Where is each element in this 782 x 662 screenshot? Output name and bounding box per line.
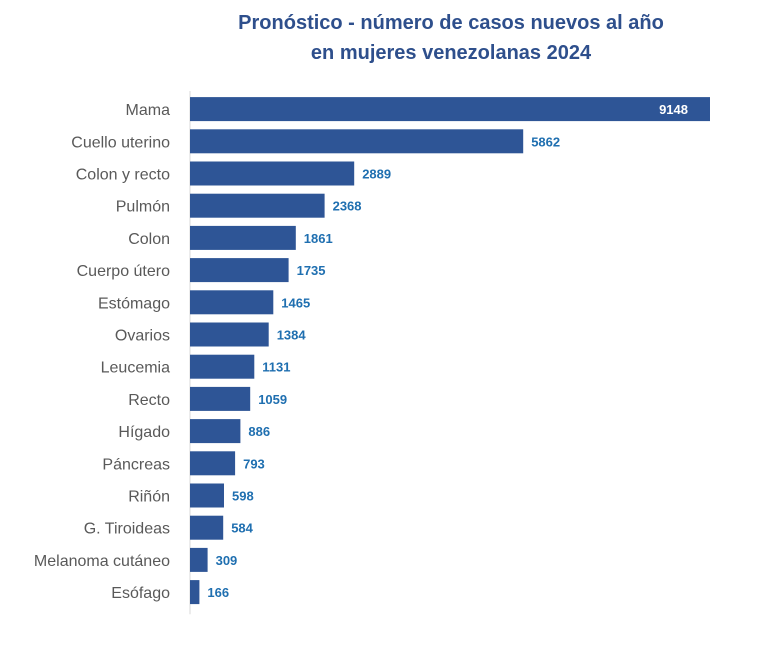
bar-cuerpo-utero <box>190 258 289 283</box>
value-label-rinon: 598 <box>232 489 254 504</box>
chart-title-line-1: Pronóstico - número de casos nuevos al a… <box>238 12 664 34</box>
value-label-colon-y-recto: 2889 <box>362 167 391 182</box>
value-label-pulmon: 2368 <box>333 199 362 214</box>
bar-leucemia <box>190 354 255 379</box>
bar-pulmon <box>190 193 325 218</box>
category-label-melanoma-cutaneo: Melanoma cutáneo <box>34 553 170 570</box>
bar-colon <box>190 225 296 250</box>
category-label-pancreas: Páncreas <box>102 456 170 473</box>
bar-melanoma-cutaneo <box>190 547 208 572</box>
value-label-ovarios: 1384 <box>277 328 307 343</box>
bar-rinon <box>190 483 224 508</box>
category-label-cuerpo-utero: Cuerpo útero <box>77 263 170 280</box>
category-label-colon: Colon <box>128 231 170 248</box>
category-label-leucemia: Leucemia <box>101 360 170 377</box>
category-label-cuello-uterino: Cuello uterino <box>71 134 170 151</box>
category-label-g-tiroideas: G. Tiroideas <box>84 521 170 538</box>
chart-title-line-2: en mujeres venezolanas 2024 <box>310 42 592 64</box>
chart-title: Pronóstico - número de casos nuevos al a… <box>0 8 782 68</box>
value-label-melanoma-cutaneo: 309 <box>216 553 238 568</box>
category-label-colon-y-recto: Colon y recto <box>76 167 170 184</box>
value-label-estomago: 1465 <box>281 295 310 310</box>
value-label-mama: 9148 <box>659 102 688 117</box>
bar-pancreas <box>190 451 236 476</box>
category-label-recto: Recto <box>128 392 170 409</box>
bar-higado <box>190 419 241 444</box>
category-label-higado: Hígado <box>118 424 170 441</box>
value-label-esofago: 166 <box>207 585 229 600</box>
value-label-leucemia: 1131 <box>262 360 290 375</box>
category-label-pulmon: Pulmón <box>116 199 170 216</box>
bar-cuello-uterino <box>190 129 524 154</box>
value-label-higado: 886 <box>248 424 270 439</box>
category-label-mama: Mama <box>126 102 171 119</box>
bar-mama <box>190 97 710 122</box>
bar-esofago <box>190 580 200 605</box>
bar-colon-y-recto <box>190 161 355 186</box>
value-label-colon: 1861 <box>304 231 333 246</box>
value-label-cuello-uterino: 5862 <box>531 134 560 149</box>
category-label-estomago: Estómago <box>98 295 170 312</box>
bar-estomago <box>190 290 274 315</box>
value-label-pancreas: 793 <box>243 456 265 471</box>
value-label-cuerpo-utero: 1735 <box>297 263 326 278</box>
category-label-rinon: Riñón <box>128 489 170 506</box>
value-label-g-tiroideas: 584 <box>231 521 253 536</box>
category-label-esofago: Esófago <box>111 585 170 602</box>
value-label-recto: 1059 <box>258 392 287 407</box>
category-label-ovarios: Ovarios <box>115 328 170 345</box>
bar-ovarios <box>190 322 269 347</box>
bar-g-tiroideas <box>190 515 224 540</box>
bar-recto <box>190 386 251 411</box>
